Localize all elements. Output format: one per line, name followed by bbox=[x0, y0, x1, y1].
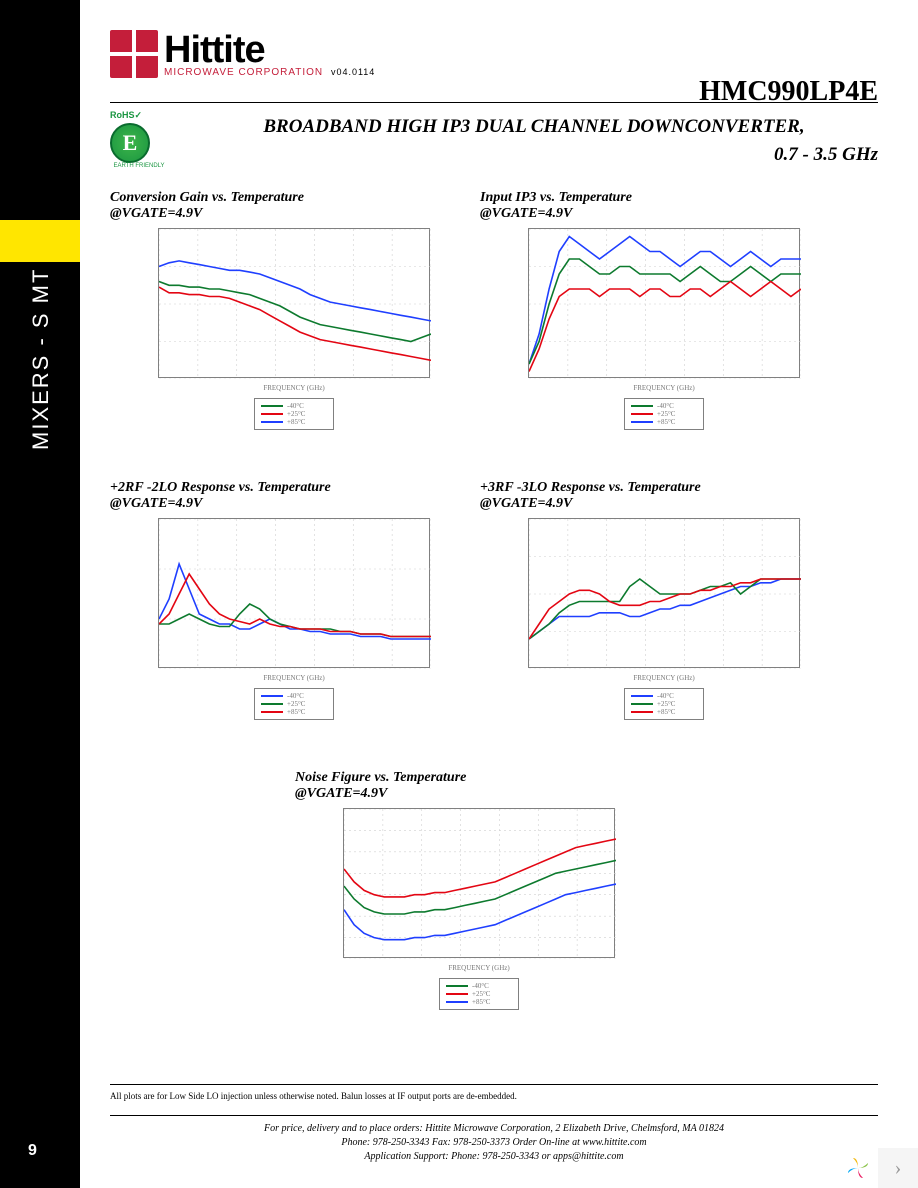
legend-item: -40°C bbox=[631, 402, 697, 410]
x-axis-label: FREQUENCY (GHz) bbox=[528, 674, 800, 682]
legend-item: +25°C bbox=[446, 990, 512, 998]
legend-item: +85°C bbox=[631, 708, 697, 716]
contact-line-2: Phone: 978-250-3343 Fax: 978-250-3373 Or… bbox=[110, 1136, 878, 1150]
legend-item: -40°C bbox=[446, 982, 512, 990]
chevron-right-icon[interactable]: › bbox=[878, 1148, 918, 1188]
chart: Noise Figure vs. Temperature @VGATE=4.9V… bbox=[295, 770, 615, 1010]
rohs-bottom-label: EARTH FRIENDLY bbox=[110, 163, 168, 169]
chart: Conversion Gain vs. Temperature @VGATE=4… bbox=[110, 190, 430, 430]
legend-label: +25°C bbox=[287, 410, 305, 418]
legend-item: +85°C bbox=[261, 708, 327, 716]
logo-subtitle: MICROWAVE CORPORATION bbox=[164, 67, 323, 78]
title-line-1: BROADBAND HIGH IP3 DUAL CHANNEL DOWNCONV… bbox=[190, 116, 878, 138]
chart-title: Input IP3 vs. Temperature bbox=[480, 190, 800, 206]
legend-label: -40°C bbox=[657, 692, 674, 700]
chart-subtitle: @VGATE=4.9V bbox=[480, 206, 800, 222]
logo-name: Hittite bbox=[164, 33, 375, 67]
charts-grid: Conversion Gain vs. Temperature @VGATE=4… bbox=[110, 190, 878, 1068]
legend-item: -40°C bbox=[261, 692, 327, 700]
earth-friendly-icon: E bbox=[110, 123, 150, 163]
plot-footnote: All plots are for Low Side LO injection … bbox=[110, 1091, 878, 1101]
header: Hittite MICROWAVE CORPORATION v04.0114 H… bbox=[80, 0, 918, 78]
chart-title: +2RF -2LO Response vs. Temperature bbox=[110, 480, 430, 496]
revision: v04.0114 bbox=[331, 67, 375, 77]
legend-label: +25°C bbox=[287, 700, 305, 708]
chart-title: Noise Figure vs. Temperature bbox=[295, 770, 615, 786]
contact-line-1: For price, delivery and to place orders:… bbox=[110, 1122, 878, 1136]
legend: -40°C+25°C+85°C bbox=[624, 688, 704, 720]
plot-area bbox=[158, 228, 430, 378]
x-axis-label: FREQUENCY (GHz) bbox=[528, 384, 800, 392]
logo: Hittite MICROWAVE CORPORATION v04.0114 bbox=[110, 30, 878, 78]
legend-label: +25°C bbox=[472, 990, 490, 998]
chart-title: Conversion Gain vs. Temperature bbox=[110, 190, 430, 206]
legend-label: +85°C bbox=[657, 708, 675, 716]
chart: +2RF -2LO Response vs. Temperature @VGAT… bbox=[110, 480, 430, 720]
side-accent-tab bbox=[0, 220, 80, 262]
plot-area bbox=[528, 228, 800, 378]
corner-badge: › bbox=[838, 1148, 918, 1188]
x-axis-label: FREQUENCY (GHz) bbox=[158, 384, 430, 392]
chart-title: +3RF -3LO Response vs. Temperature bbox=[480, 480, 800, 496]
chart-subtitle: @VGATE=4.9V bbox=[110, 496, 430, 512]
legend-item: +25°C bbox=[261, 700, 327, 708]
legend-item: +85°C bbox=[446, 998, 512, 1006]
x-axis-label: FREQUENCY (GHz) bbox=[158, 674, 430, 682]
contact-block: For price, delivery and to place orders:… bbox=[110, 1122, 878, 1164]
legend-label: +25°C bbox=[657, 700, 675, 708]
page: Hittite MICROWAVE CORPORATION v04.0114 H… bbox=[80, 0, 918, 1188]
chart-subtitle: @VGATE=4.9V bbox=[295, 786, 615, 802]
legend-label: +85°C bbox=[287, 418, 305, 426]
chart: Input IP3 vs. Temperature @VGATE=4.9V FR… bbox=[480, 190, 800, 430]
rohs-badge: RoHS✓ E EARTH FRIENDLY bbox=[110, 110, 168, 168]
footer: All plots are for Low Side LO injection … bbox=[110, 1084, 878, 1164]
legend-item: +85°C bbox=[261, 418, 327, 426]
legend-item: -40°C bbox=[261, 402, 327, 410]
chart-subtitle: @VGATE=4.9V bbox=[480, 496, 800, 512]
legend: -40°C+25°C+85°C bbox=[624, 398, 704, 430]
part-number: HMC990LP4E bbox=[699, 76, 878, 108]
page-title: BROADBAND HIGH IP3 DUAL CHANNEL DOWNCONV… bbox=[190, 116, 878, 166]
legend-item: +25°C bbox=[631, 410, 697, 418]
legend-item: +85°C bbox=[631, 418, 697, 426]
title-line-2: 0.7 - 3.5 GHz bbox=[190, 144, 878, 166]
header-rule bbox=[110, 102, 878, 103]
plot-area bbox=[343, 808, 615, 958]
rohs-label: RoHS✓ bbox=[110, 110, 168, 121]
legend-label: +85°C bbox=[472, 998, 490, 1006]
legend: -40°C+25°C+85°C bbox=[439, 978, 519, 1010]
legend: -40°C+25°C+85°C bbox=[254, 688, 334, 720]
contact-line-3: Application Support: Phone: 978-250-3343… bbox=[110, 1150, 878, 1164]
legend-item: +25°C bbox=[631, 700, 697, 708]
legend-label: -40°C bbox=[287, 692, 304, 700]
page-number: 9 bbox=[28, 1142, 37, 1160]
chart-subtitle: @VGATE=4.9V bbox=[110, 206, 430, 222]
plot-area bbox=[158, 518, 430, 668]
chart: +3RF -3LO Response vs. Temperature @VGAT… bbox=[480, 480, 800, 720]
legend: -40°C+25°C+85°C bbox=[254, 398, 334, 430]
x-axis-label: FREQUENCY (GHz) bbox=[343, 964, 615, 972]
section-label: MIXERS - S MT bbox=[28, 268, 54, 450]
legend-label: +85°C bbox=[287, 708, 305, 716]
legend-label: +25°C bbox=[657, 410, 675, 418]
legend-label: -40°C bbox=[472, 982, 489, 990]
petal-icon bbox=[838, 1148, 878, 1188]
legend-label: -40°C bbox=[287, 402, 304, 410]
logo-mark-icon bbox=[110, 30, 158, 78]
legend-label: +85°C bbox=[657, 418, 675, 426]
legend-item: +25°C bbox=[261, 410, 327, 418]
plot-area bbox=[528, 518, 800, 668]
legend-item: -40°C bbox=[631, 692, 697, 700]
legend-label: -40°C bbox=[657, 402, 674, 410]
footer-rule-2 bbox=[110, 1115, 878, 1116]
footer-rule-1 bbox=[110, 1084, 878, 1085]
